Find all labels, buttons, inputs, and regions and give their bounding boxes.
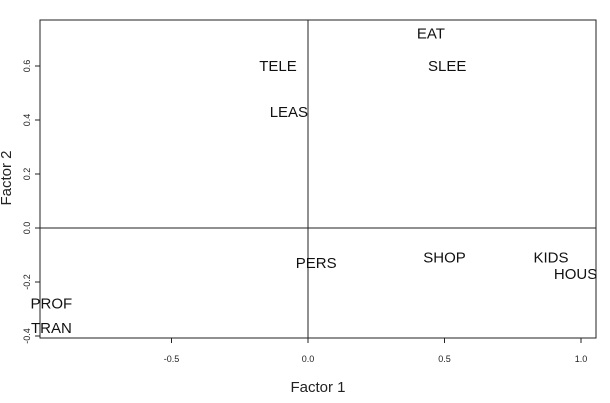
reference-lines xyxy=(40,20,596,338)
point-label-prof: PROF xyxy=(31,296,73,313)
point-label-tele: TELE xyxy=(259,58,297,75)
point-label-kids: KIDS xyxy=(533,250,568,267)
x-tick-label: 0.0 xyxy=(302,354,315,364)
x-axis: -0.5 0.0 0.5 1.0 xyxy=(164,337,588,364)
x-axis-label: Factor 1 xyxy=(290,379,345,396)
point-label-shop: SHOP xyxy=(423,250,466,267)
x-tick-label: 1.0 xyxy=(575,354,588,364)
plot-frame xyxy=(39,19,597,339)
y-tick-label: 0.0 xyxy=(22,222,32,235)
point-label-tran: TRAN xyxy=(31,320,72,337)
y-tick-label: -0.4 xyxy=(22,328,32,344)
y-axis-label: Factor 2 xyxy=(0,150,15,205)
y-tick-label: 0.4 xyxy=(22,114,32,127)
point-label-hous: HOUS xyxy=(554,266,597,283)
y-tick-label: 0.6 xyxy=(22,60,32,73)
y-tick-label: 0.2 xyxy=(22,168,32,181)
y-tick-label: -0.2 xyxy=(22,274,32,290)
point-label-pers: PERS xyxy=(296,255,337,272)
point-label-leas: LEAS xyxy=(270,104,308,121)
point-label-eat: EAT xyxy=(417,26,445,43)
y-axis: -0.4 -0.2 0.0 0.2 0.4 0.6 xyxy=(22,60,41,344)
point-label-slee: SLEE xyxy=(428,58,466,75)
x-tick-label: -0.5 xyxy=(164,354,180,364)
x-tick-label: 0.5 xyxy=(438,354,451,364)
